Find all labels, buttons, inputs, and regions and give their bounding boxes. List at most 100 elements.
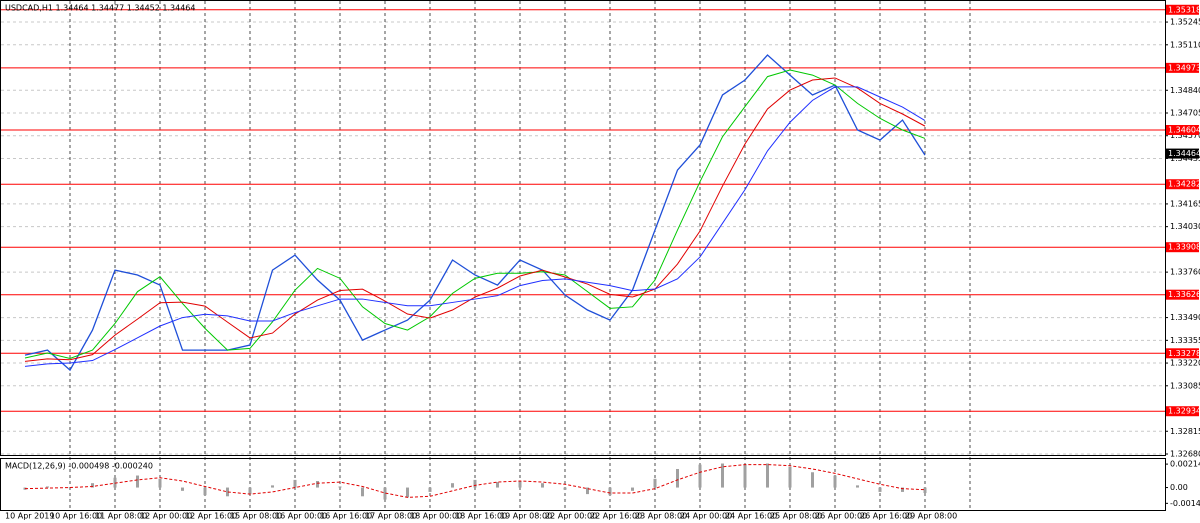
x-tick-label: 18 Apr 16:00 (455, 512, 507, 521)
x-tick-label: 16 Apr 16:00 (320, 512, 372, 521)
x-tick-label: 22 Apr 16:00 (590, 512, 642, 521)
level-tag (1166, 62, 1199, 73)
x-tick-label: 15 Apr 08:00 (230, 512, 282, 521)
x-tick-label: 10 Apr 2019 (5, 512, 54, 521)
y-tick-label: 1.33355 (1170, 336, 1200, 345)
level-label: 1.33278 (1168, 349, 1200, 358)
macd-bar (653, 478, 657, 488)
macd-bar (856, 485, 859, 488)
series-line (24, 69, 926, 360)
x-tick-label: 24 Apr 00:00 (680, 512, 732, 521)
macd-bar (721, 463, 724, 488)
macd-bar (248, 487, 252, 495)
macd-bar (136, 475, 139, 488)
macd-bar (608, 487, 612, 496)
level-label: 1.34604 (1168, 126, 1200, 135)
y-tick-label: 1.32680 (1170, 449, 1200, 458)
macd-bar (428, 487, 432, 492)
macd-bar (743, 464, 747, 488)
level-tag (1166, 4, 1199, 15)
level-tag (1166, 125, 1199, 135)
x-tick-label: 19 Apr 08:00 (500, 512, 552, 521)
macd-bar (46, 486, 49, 488)
macd-bar (901, 487, 904, 492)
macd-bar (203, 487, 207, 496)
macd-bar (631, 487, 634, 491)
macd-bar (766, 463, 769, 488)
x-tick-label: 23 Apr 08:00 (635, 512, 687, 521)
macd-bar (226, 487, 229, 497)
x-tick-label: 26 Apr 16:00 (860, 512, 912, 521)
level-tag (1166, 242, 1199, 253)
level-label: 1.33626 (1168, 290, 1200, 299)
price-panel (0, 0, 1166, 456)
macd-panel (0, 458, 1166, 511)
level-label: 1.34973 (1168, 63, 1200, 72)
y-tick-label: 1.35110 (1170, 40, 1200, 49)
macd-bar (833, 475, 837, 488)
x-tick-label: 24 Apr 16:00 (725, 512, 777, 521)
macd-bar (158, 478, 162, 488)
macd-bar (451, 483, 454, 488)
x-tick-label: 26 Apr 00:00 (815, 512, 867, 521)
x-tick-label: 11 Apr 08:00 (95, 512, 147, 521)
current-price-tag (1166, 148, 1199, 159)
y-tick-label: 1.33085 (1170, 381, 1200, 390)
x-tick-label: 10 Apr 16:00 (50, 512, 102, 521)
macd-bar (496, 482, 499, 488)
macd-bar (788, 466, 792, 488)
macd-bar (541, 483, 544, 488)
macd-bar (923, 487, 927, 494)
series-line (24, 54, 926, 372)
level-label: 1.33908 (1168, 243, 1200, 252)
x-tick-label: 12 Apr 16:00 (185, 512, 237, 521)
y-tick-label: -0.001445 (1170, 499, 1200, 508)
x-tick-label: 12 Apr 00:00 (140, 512, 192, 521)
y-tick-label: 1.32815 (1170, 427, 1200, 436)
macd-bar (271, 485, 274, 488)
series-line (24, 77, 926, 362)
macd-bar (698, 464, 702, 488)
level-label: 1.34282 (1168, 180, 1200, 189)
x-tick-label: 25 Apr 08:00 (770, 512, 822, 521)
macd-bar (361, 487, 364, 497)
y-tick-label: 1.33760 (1170, 268, 1200, 277)
x-tick-label: 22 Apr 00:00 (545, 512, 597, 521)
level-tag (1166, 179, 1199, 190)
y-tick-label: 1.34030 (1170, 222, 1200, 231)
x-tick-label: 17 Apr 08:00 (365, 512, 417, 521)
macd-bar (338, 486, 342, 488)
macd-bar (563, 487, 567, 490)
macd-bar (181, 487, 184, 491)
macd-bar (316, 480, 319, 488)
y-tick-label: 1.34705 (1170, 108, 1200, 117)
y-tick-label: 1.34840 (1170, 86, 1200, 95)
series-line (24, 86, 926, 367)
y-tick-label: 1.35245 (1170, 18, 1200, 27)
x-tick-label: 29 Apr 08:00 (905, 512, 957, 521)
level-tag (1166, 289, 1199, 300)
chart-title: USDCAD,H1 1.34464 1.34477 1.34452 1.3446… (5, 4, 195, 13)
macd-title: MACD(12,26,9) -0.000498 -0.000240 (5, 462, 153, 471)
x-tick-label: 16 Apr 00:00 (275, 512, 327, 521)
macd-bar (383, 487, 387, 500)
macd-bar (676, 468, 679, 488)
macd-bar (878, 487, 882, 492)
series-line (24, 464, 926, 498)
macd-bar (91, 483, 94, 488)
y-tick-label: 0.00 (1170, 483, 1188, 492)
y-tick-label: 1.33490 (1170, 313, 1200, 322)
y-tick-label: 0.002147 (1170, 460, 1200, 469)
macd-bar (811, 472, 814, 488)
macd-bar (473, 479, 477, 488)
level-label: 1.32934 (1168, 407, 1200, 416)
macd-bar (586, 487, 589, 495)
macd-bar (518, 480, 522, 488)
y-tick-label: 1.33220 (1170, 359, 1200, 368)
y-tick-label: 1.34165 (1170, 199, 1200, 208)
level-tag (1166, 406, 1199, 417)
current-price-label: 1.34464 (1168, 149, 1200, 158)
level-tag (1166, 348, 1199, 359)
level-label: 1.35318 (1168, 5, 1200, 14)
